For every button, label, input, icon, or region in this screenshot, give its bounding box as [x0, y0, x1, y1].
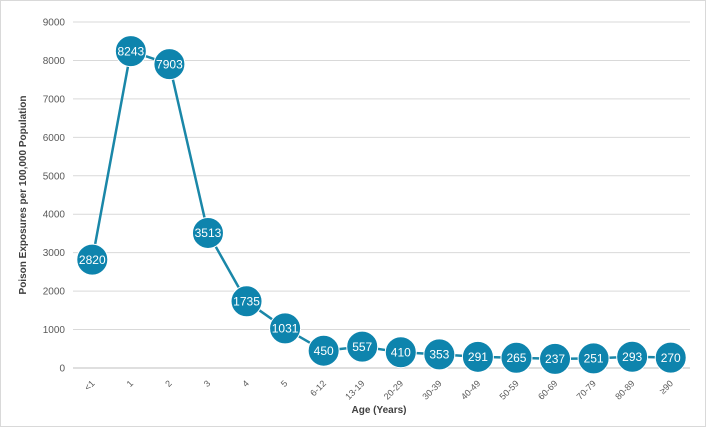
data-label: 265 — [506, 351, 526, 365]
data-point — [153, 48, 186, 81]
x-tick-label: 5 — [279, 378, 290, 389]
data-label: 3513 — [195, 226, 222, 240]
data-point — [423, 338, 456, 371]
y-tick-label: 7000 — [43, 94, 66, 105]
data-label: 450 — [314, 344, 334, 358]
x-tick-label: 70-79 — [575, 378, 598, 401]
data-point — [654, 341, 687, 374]
x-tick-label: 60-69 — [536, 378, 559, 401]
x-axis-title: Age (Years) — [351, 405, 406, 416]
data-label: 237 — [545, 352, 565, 366]
x-tick-label: 30-39 — [420, 378, 443, 401]
data-point — [384, 336, 417, 369]
y-tick-label: 8000 — [43, 56, 66, 67]
data-label: 1735 — [233, 294, 260, 308]
data-point — [307, 334, 340, 367]
data-label: 293 — [622, 350, 642, 364]
data-point — [191, 216, 224, 249]
gridlines — [73, 21, 690, 369]
data-point — [114, 35, 147, 68]
data-point — [461, 340, 494, 373]
data-point — [539, 342, 572, 375]
x-tick-label: 2 — [163, 378, 174, 389]
y-tick-label: 3000 — [43, 248, 66, 259]
y-tick-label: 2000 — [43, 287, 66, 298]
data-label: 7903 — [156, 57, 183, 71]
y-axis-title: Poison Exposures per 100,000 Population — [18, 96, 29, 295]
data-label: 557 — [352, 340, 372, 354]
x-tick-label: 13-19 — [343, 378, 366, 401]
x-axis-ticks: <1 1 2 3 4 5 6-12 13-19 20-29 30-39 40-49 50-59 60-6… — [82, 378, 675, 401]
data-label: 291 — [468, 350, 488, 364]
data-label: 8243 — [117, 44, 144, 58]
y-axis-ticks: 0 1000 2000 3000 4000 5000 6000 7000 8000 9000 — [43, 18, 66, 375]
series-line-path — [91, 49, 671, 361]
data-label: 1031 — [272, 322, 299, 336]
y-tick-label: 9000 — [43, 18, 66, 29]
x-tick-label: 1 — [125, 378, 136, 389]
x-tick-label: 3 — [202, 378, 213, 389]
y-tick-label: 6000 — [43, 133, 66, 144]
y-tick-label: 5000 — [43, 171, 66, 182]
y-tick-label: 1000 — [43, 325, 66, 336]
data-label: 410 — [391, 345, 411, 359]
series-line — [91, 49, 671, 361]
y-tick-label: 4000 — [43, 210, 66, 221]
data-point — [269, 312, 302, 345]
data-label: 2820 — [79, 253, 106, 267]
x-tick-label: 4 — [240, 378, 251, 389]
y-tick-label: 0 — [59, 364, 65, 375]
data-point — [76, 243, 109, 276]
data-point — [577, 342, 610, 375]
x-tick-label: 40-49 — [459, 378, 482, 401]
x-tick-label: <1 — [82, 378, 96, 392]
x-tick-label: ≥90 — [657, 378, 675, 396]
x-tick-label: 6-12 — [308, 378, 328, 398]
data-point — [230, 285, 263, 318]
data-point — [616, 340, 649, 373]
data-label: 353 — [429, 348, 449, 362]
x-tick-label: 50-59 — [498, 378, 521, 401]
data-label: 270 — [661, 351, 681, 365]
data-point — [500, 341, 533, 374]
data-markers: 2820 8243 7903 3513 1735 1031 450 557 410 353 291 2… — [76, 35, 687, 375]
data-point — [346, 330, 379, 363]
data-label: 251 — [584, 352, 604, 366]
x-tick-label: 80-89 — [613, 378, 636, 401]
x-tick-label: 20-29 — [382, 378, 405, 401]
